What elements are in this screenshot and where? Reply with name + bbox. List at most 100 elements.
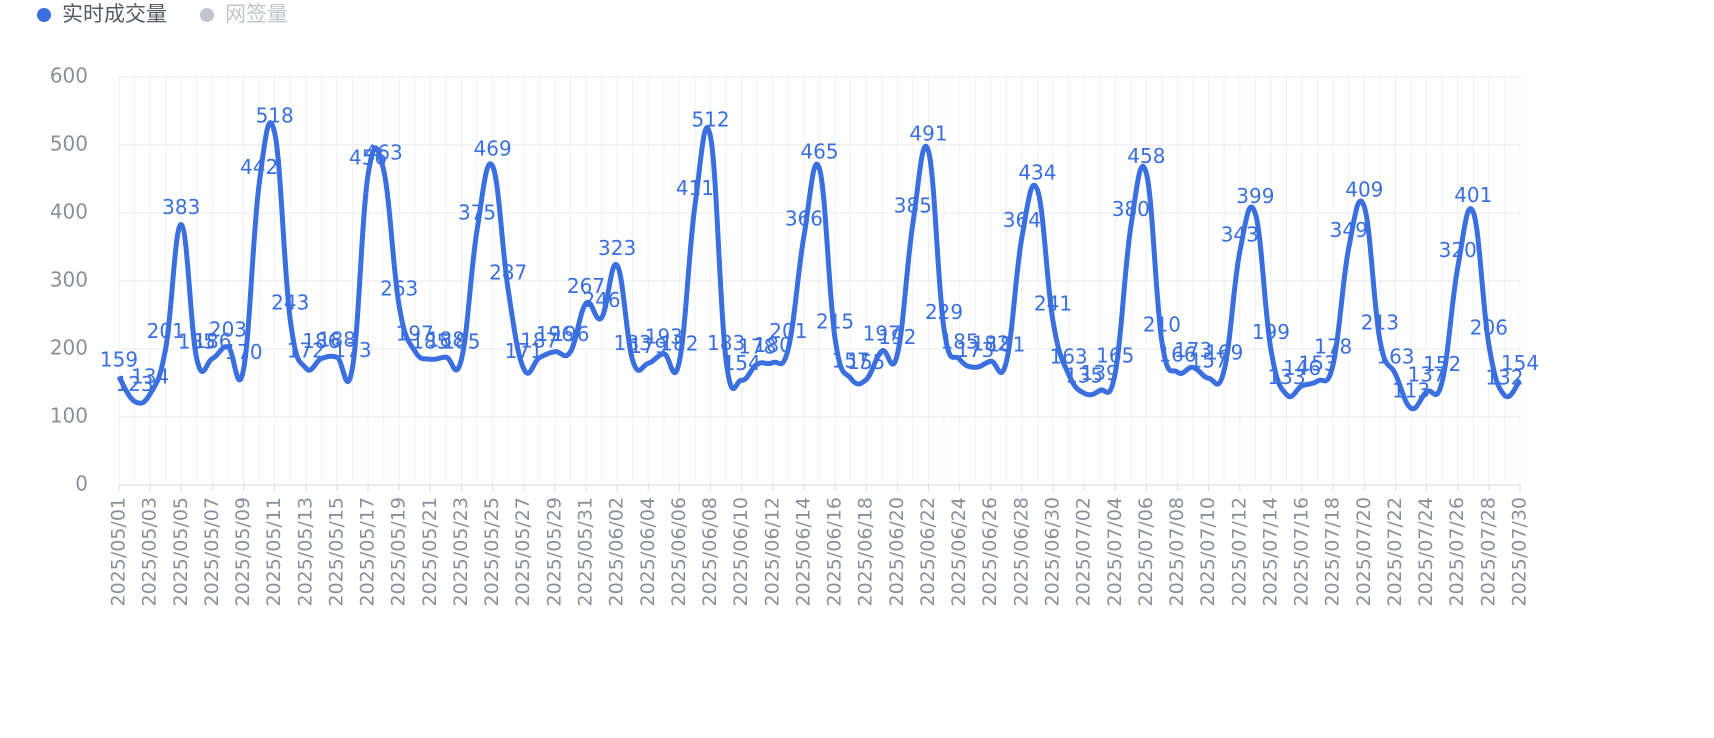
- data-label: 364: [1003, 208, 1041, 232]
- data-label: 463: [365, 141, 403, 165]
- x-tick-label: 2025/05/27: [512, 497, 534, 607]
- data-label: 185: [941, 330, 979, 354]
- data-label: 469: [474, 137, 512, 161]
- data-label: 182: [972, 332, 1010, 356]
- data-label: 518: [256, 103, 294, 127]
- x-tick-label: 2025/06/22: [917, 497, 939, 607]
- data-label: 203: [209, 317, 247, 341]
- data-label: 215: [816, 309, 854, 333]
- data-label: 152: [1423, 352, 1461, 376]
- y-tick-label: 100: [50, 404, 88, 428]
- y-tick-label: 200: [50, 336, 88, 360]
- x-tick-label: 2025/06/24: [948, 497, 970, 607]
- data-label: 201: [769, 319, 807, 343]
- data-label: 193: [645, 324, 683, 348]
- data-label: 163: [1376, 345, 1414, 369]
- legend-label[interactable]: 网签量: [225, 2, 288, 26]
- x-tick-label: 2025/05/17: [357, 497, 379, 607]
- legend-label[interactable]: 实时成交量: [62, 2, 167, 26]
- data-label: 186: [193, 329, 231, 353]
- x-tick-label: 2025/06/04: [637, 497, 659, 607]
- x-tick-label: 2025/07/24: [1415, 497, 1437, 607]
- data-label: 179: [629, 334, 667, 358]
- x-tick-label: 2025/07/10: [1197, 497, 1219, 607]
- data-label: 181: [987, 332, 1025, 356]
- x-tick-label: 2025/07/06: [1135, 497, 1157, 607]
- data-label: 132: [1485, 366, 1523, 390]
- x-tick-label: 2025/06/30: [1042, 497, 1064, 607]
- data-label: 201: [147, 319, 185, 343]
- data-label: 411: [676, 176, 714, 200]
- data-label: 178: [1314, 334, 1352, 358]
- data-label: 197: [863, 322, 901, 346]
- data-label: 287: [489, 260, 527, 284]
- x-tick-label: 2025/06/20: [886, 497, 908, 607]
- data-label: 456: [349, 145, 387, 169]
- data-label: 267: [567, 274, 605, 298]
- data-label: 243: [271, 290, 309, 314]
- line: [116, 120, 1523, 412]
- y-tick-label: 500: [50, 132, 88, 156]
- x-tick-label: 2025/07/12: [1228, 497, 1250, 607]
- legend-marker[interactable]: [37, 8, 51, 22]
- x-tick-label: 2025/06/02: [606, 497, 628, 607]
- x-tick-label: 2025/07/14: [1259, 497, 1281, 607]
- data-label: 185: [178, 330, 216, 354]
- data-label: 135: [1065, 364, 1103, 388]
- data-label: 241: [1034, 292, 1072, 316]
- data-label: 180: [754, 333, 792, 357]
- data-label: 366: [785, 207, 823, 231]
- legend-marker[interactable]: [200, 8, 214, 22]
- data-label: 401: [1454, 183, 1492, 207]
- data-label: 185: [442, 330, 480, 354]
- x-tick-label: 2025/05/07: [201, 497, 223, 607]
- data-label: 263: [380, 277, 418, 301]
- y-tick-label: 300: [50, 268, 88, 292]
- x-tick-label: 2025/05/03: [139, 497, 161, 607]
- data-label: 134: [131, 364, 169, 388]
- data-label: 154: [1501, 351, 1539, 375]
- data-label: 188: [427, 328, 465, 352]
- data-label: 178: [738, 334, 776, 358]
- data-label: 434: [1018, 160, 1056, 184]
- data-label: 173: [333, 338, 371, 362]
- data-label: 383: [162, 195, 200, 219]
- x-tick-label: 2025/05/21: [419, 497, 441, 607]
- data-label: 173: [956, 338, 994, 362]
- x-tick-label: 2025/07/28: [1477, 497, 1499, 607]
- data-label: 154: [723, 351, 761, 375]
- data-label: 157: [1190, 349, 1228, 373]
- x-tick-label: 2025/07/22: [1384, 497, 1406, 607]
- data-label: 349: [1330, 218, 1368, 242]
- x-tick-label: 2025/07/20: [1353, 497, 1375, 607]
- x-tick-label: 2025/06/08: [699, 497, 721, 607]
- x-tick-label: 2025/05/15: [325, 497, 347, 607]
- data-label: 169: [1205, 341, 1243, 365]
- x-tick-label: 2025/05/29: [543, 497, 565, 607]
- data-label: 186: [302, 329, 340, 353]
- x-tick-label: 2025/06/28: [1010, 497, 1032, 607]
- data-label: 155: [847, 350, 885, 374]
- y-tick-label: 400: [50, 200, 88, 224]
- x-tick-label: 2025/07/02: [1073, 497, 1095, 607]
- data-label: 183: [707, 331, 745, 355]
- data-label: 163: [1049, 345, 1087, 369]
- x-tick-label: 2025/05/31: [575, 497, 597, 607]
- data-label: 323: [598, 236, 636, 260]
- data-label: 183: [614, 331, 652, 355]
- data-label: 171: [505, 339, 543, 363]
- x-tick-label: 2025/06/10: [730, 497, 752, 607]
- x-tick-label: 2025/05/05: [170, 497, 192, 607]
- x-tick-label: 2025/05/09: [232, 497, 254, 607]
- data-label: 442: [240, 155, 278, 179]
- data-label: 213: [1361, 311, 1399, 335]
- data-label: 137: [1408, 362, 1446, 386]
- data-label: 465: [800, 139, 838, 163]
- x-tick-label: 2025/07/26: [1446, 497, 1468, 607]
- data-label: 458: [1127, 144, 1165, 168]
- data-label: 133: [1267, 365, 1305, 389]
- x-tick-label: 2025/06/16: [824, 497, 846, 607]
- data-label: 409: [1345, 177, 1383, 201]
- x-tick-label: 2025/06/26: [979, 497, 1001, 607]
